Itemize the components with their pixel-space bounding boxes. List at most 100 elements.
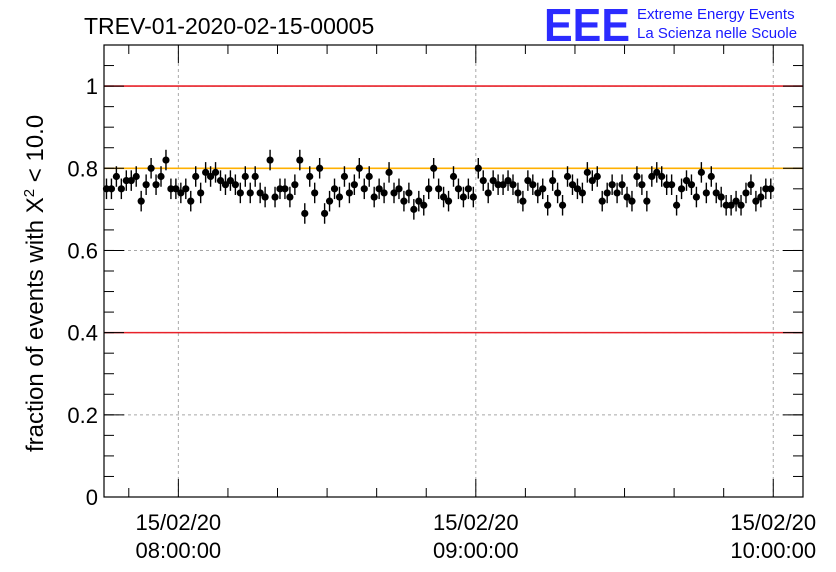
data-point: [648, 166, 656, 187]
data-point: [578, 182, 586, 204]
data-point: [325, 190, 334, 212]
data-point: [494, 174, 502, 195]
data-point: [385, 162, 393, 183]
data-marker: [325, 197, 334, 205]
data-point: [330, 178, 339, 200]
data-marker: [236, 189, 244, 197]
data-marker: [643, 197, 651, 205]
data-point: [717, 186, 725, 208]
data-marker: [226, 177, 235, 185]
data-point: [127, 170, 135, 191]
data-marker: [251, 172, 259, 181]
data-marker: [112, 172, 120, 181]
data-point: [206, 166, 215, 187]
data-point: [321, 203, 329, 224]
data-marker: [504, 177, 512, 185]
data-point: [449, 166, 458, 187]
data-marker: [306, 172, 314, 181]
data-marker: [489, 177, 497, 185]
data-marker: [534, 189, 542, 197]
data-marker: [330, 185, 339, 193]
x-tick-date: 15/02/20: [730, 510, 816, 535]
data-marker: [653, 168, 661, 176]
data-marker: [365, 172, 373, 181]
x-tick-time: 09:00:00: [433, 538, 519, 563]
data-point: [390, 182, 398, 204]
data-marker: [132, 172, 140, 181]
data-marker: [435, 185, 443, 193]
data-marker: [618, 181, 626, 189]
data-marker: [241, 172, 249, 181]
data-point: [291, 174, 299, 195]
data-point: [226, 170, 235, 191]
data-point: [444, 190, 453, 212]
data-point: [767, 178, 775, 200]
data-point: [335, 186, 344, 208]
data-marker: [469, 193, 477, 201]
data-point: [380, 182, 388, 204]
data-marker: [345, 189, 353, 197]
data-point: [187, 190, 195, 212]
data-marker: [370, 193, 378, 201]
data-point: [499, 174, 507, 195]
data-marker: [122, 177, 130, 185]
data-marker: [727, 201, 735, 209]
data-marker: [172, 185, 180, 193]
data-point: [202, 162, 210, 183]
data-point: [182, 178, 190, 200]
data-marker: [177, 189, 185, 197]
data-point: [231, 174, 239, 195]
data-point: [251, 166, 259, 187]
data-marker: [311, 189, 319, 197]
data-marker: [479, 177, 487, 185]
data-point: [281, 178, 289, 200]
data-point: [603, 182, 611, 204]
data-point: [296, 149, 304, 171]
eee-logo-line2: La Scienza nelle Scuole: [637, 25, 797, 42]
data-point: [558, 194, 567, 216]
data-marker: [539, 185, 547, 193]
data-marker: [633, 172, 641, 181]
data-point: [608, 174, 616, 195]
data-point: [573, 178, 582, 200]
data-point: [613, 182, 621, 204]
data-point: [435, 178, 443, 200]
data-point: [623, 186, 631, 208]
data-point: [549, 170, 557, 191]
data-point: [266, 149, 274, 171]
data-marker: [623, 193, 631, 201]
data-point: [439, 186, 448, 208]
data-marker: [281, 185, 289, 193]
data-marker: [211, 168, 220, 176]
data-marker: [444, 197, 453, 205]
data-marker: [499, 181, 507, 189]
data-point: [469, 186, 477, 208]
data-point: [405, 182, 413, 204]
data-marker: [613, 189, 621, 197]
data-marker: [350, 181, 358, 189]
data-marker: [742, 189, 750, 197]
data-marker: [182, 185, 190, 193]
data-point: [618, 174, 626, 195]
data-marker: [316, 164, 324, 172]
data-point: [375, 178, 383, 200]
data-point: [598, 190, 606, 212]
data-point: [722, 194, 730, 216]
data-point: [117, 178, 125, 200]
x-tick-time: 08:00:00: [136, 538, 222, 563]
tick-labels: 0 0.2 0.4 0.6 0.8 1 15/02/20 08:00:00 15/02/20 09…: [67, 74, 816, 563]
data-point: [271, 186, 279, 208]
data-marker: [301, 209, 309, 218]
data-point: [633, 166, 641, 187]
eee-logo-line1: Extreme Energy Events: [637, 6, 795, 23]
data-point: [340, 166, 349, 187]
data-point: [360, 178, 368, 200]
data-marker: [702, 189, 710, 197]
data-marker: [231, 181, 239, 189]
data-marker: [167, 185, 175, 193]
data-point: [172, 178, 180, 200]
data-marker: [375, 185, 383, 193]
data-point: [316, 158, 324, 179]
data-marker: [558, 201, 567, 209]
